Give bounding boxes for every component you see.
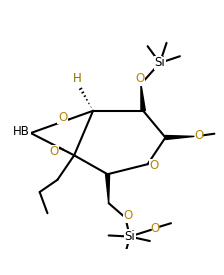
Text: O: O xyxy=(150,160,159,172)
Text: O: O xyxy=(194,129,203,142)
Text: HB: HB xyxy=(13,125,30,138)
Text: O: O xyxy=(123,209,133,222)
Polygon shape xyxy=(165,136,194,139)
Text: H: H xyxy=(73,72,82,85)
Text: Si: Si xyxy=(155,56,165,69)
Text: O: O xyxy=(135,72,144,85)
Text: Si: Si xyxy=(125,230,135,243)
Polygon shape xyxy=(106,174,110,203)
Polygon shape xyxy=(141,84,145,111)
Text: O: O xyxy=(151,222,160,235)
Text: O: O xyxy=(58,111,67,123)
Text: O: O xyxy=(49,145,58,158)
